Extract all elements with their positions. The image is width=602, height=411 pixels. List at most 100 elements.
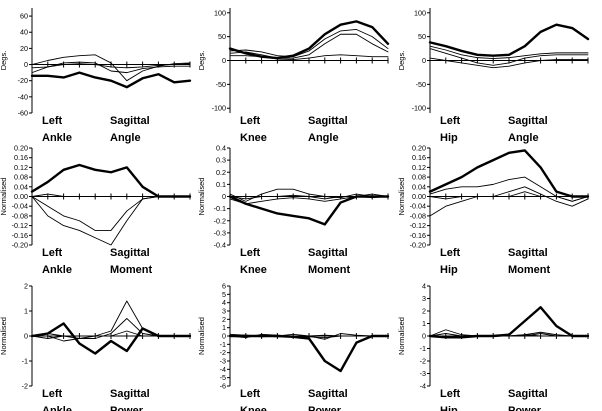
y-tick-label: 3 (222, 307, 226, 316)
y-tick-label: 0.16 (412, 153, 426, 162)
y-tick-label: -100 (412, 104, 426, 113)
y-tick-label: -3 (220, 357, 226, 366)
y-tick-label: 0.00 (412, 192, 426, 201)
caption-joint-line-1: Left (440, 388, 461, 400)
y-tick-label: 2 (222, 315, 226, 324)
series-line-3 (31, 61, 191, 74)
series-line-4 (229, 194, 389, 200)
ankle-moment-chart: 0.200.160.120.080.040.00-0.04-0.08-0.12-… (0, 144, 192, 276)
caption-joint-line-1: Left (240, 115, 261, 127)
y-tick-label: -50 (416, 80, 426, 89)
caption-type-line-1: Sagittal (308, 115, 348, 127)
caption-type-line-2: Angle (308, 132, 339, 144)
series-line-1 (228, 334, 390, 373)
caption-joint-line-2: Hip (440, 264, 458, 276)
y-tick-label: -5 (220, 373, 226, 382)
y-tick-label: -0.08 (410, 211, 426, 220)
y-tick-label: 5 (222, 290, 226, 299)
y-tick-label: 0.1 (216, 180, 226, 189)
series-line-3 (229, 193, 389, 205)
series-line-4 (31, 63, 191, 69)
y-tick-label: -0.16 (12, 231, 28, 240)
y-tick-label: 0.00 (14, 192, 28, 201)
series-line-4 (31, 193, 191, 197)
y-axis-label: Normalised (0, 317, 8, 355)
caption-joint-line-2: Ankle (42, 405, 72, 411)
y-tick-label: 0.08 (412, 173, 426, 182)
caption-joint-line-1: Left (42, 247, 63, 259)
y-axis-label: Normalised (397, 178, 406, 216)
y-tick-label: -0.12 (410, 221, 426, 230)
y-tick-label: -60 (18, 109, 28, 118)
series-line-4 (229, 54, 389, 60)
y-tick-label: -0.1 (214, 204, 226, 213)
y-tick-label: 2 (24, 282, 28, 291)
y-tick-label: 50 (218, 32, 226, 41)
y-tick-label: -2 (220, 348, 226, 357)
y-tick-label: 4 (222, 298, 226, 307)
y-tick-label: 100 (214, 8, 226, 17)
y-tick-label: -50 (216, 80, 226, 89)
knee-moment-chart: 0.4 0.3 0.2 0.1 0 -0.1 -0.2 -0.3 -0.4 Normalised L… (197, 144, 390, 276)
y-tick-label: 0 (222, 332, 226, 341)
caption-type-line-2: Angle (110, 132, 141, 144)
y-tick-label: -0.3 (214, 228, 226, 237)
y-tick-label: 0 (24, 332, 28, 341)
caption-type-line-1: Sagittal (508, 115, 548, 127)
y-tick-label: 0 (222, 192, 226, 201)
caption-joint-line-2: Knee (240, 264, 267, 276)
y-tick-label: -0.04 (410, 202, 426, 211)
series-line-2 (31, 300, 191, 339)
caption-joint-line-2: Ankle (42, 264, 72, 276)
y-tick-label: 0 (422, 332, 426, 341)
caption-type-line-1: Sagittal (308, 247, 348, 259)
y-tick-label: 0.20 (412, 144, 426, 153)
y-tick-label: 0.20 (14, 144, 28, 153)
caption-joint-line-2: Knee (240, 132, 267, 144)
caption-type-line-2: Power (508, 405, 542, 411)
y-tick-label: 50 (418, 32, 426, 41)
caption-joint-line-2: Ankle (42, 132, 72, 144)
series-line-3 (429, 186, 589, 217)
series-line-3 (429, 48, 589, 66)
y-tick-label: -0.20 (12, 241, 28, 250)
y-tick-label: -3 (420, 369, 426, 378)
y-tick-label: -100 (212, 104, 226, 113)
series-line-3 (229, 33, 389, 59)
y-tick-label: -20 (18, 76, 28, 85)
y-tick-label: 40 (20, 28, 28, 37)
y-axis-label: Degs. (397, 51, 406, 71)
y-tick-label: 0.08 (14, 173, 28, 182)
y-tick-label: -1 (22, 357, 28, 366)
y-tick-label: 0.2 (216, 168, 226, 177)
series-line-1 (428, 149, 590, 198)
y-tick-label: 20 (20, 44, 28, 53)
y-tick-label: 1 (222, 323, 226, 332)
series-line-1 (30, 71, 192, 89)
caption-type-line-1: Sagittal (110, 388, 150, 400)
y-tick-label: 0.12 (14, 163, 28, 172)
y-tick-label: -0.20 (410, 241, 426, 250)
y-tick-label: -2 (22, 382, 28, 391)
hip-moment-chart: 0.200.160.120.080.040.00-0.04-0.08-0.12-… (397, 144, 590, 276)
y-tick-label: -4 (220, 365, 226, 374)
series-line-4 (429, 57, 589, 69)
series-line-4 (429, 191, 589, 202)
series-line-2 (31, 196, 191, 246)
y-tick-label: -2 (420, 357, 426, 366)
y-tick-label: 0.3 (216, 156, 226, 165)
knee-angle-chart: 100 50 0 -50 -100 Degs. Left Sagittal Knee Angle (197, 8, 390, 144)
series-line-3 (31, 196, 191, 231)
caption-type-line-1: Sagittal (508, 388, 548, 400)
y-tick-label: -0.16 (410, 231, 426, 240)
series-line-4 (229, 334, 389, 338)
caption-joint-line-2: Hip (440, 405, 458, 411)
y-tick-label: 100 (414, 8, 426, 17)
caption-joint-line-2: Hip (440, 132, 458, 144)
y-tick-label: -1 (420, 344, 426, 353)
caption-joint-line-1: Left (240, 247, 261, 259)
y-tick-label: 2 (422, 307, 426, 316)
caption-type-line-1: Sagittal (110, 247, 150, 259)
caption-type-line-1: Sagittal (308, 388, 348, 400)
